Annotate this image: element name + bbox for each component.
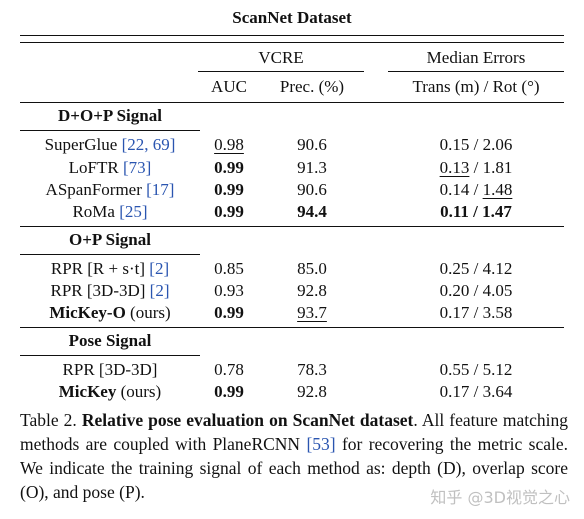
header-median-errors: Median Errors (426, 48, 526, 67)
auc-cell: 0.99 (214, 382, 244, 401)
section-label: O+P Signal (69, 230, 151, 249)
caption-label: Table 2. (20, 410, 77, 430)
auc-cell: 0.99 (214, 180, 244, 199)
col-auc: AUC (211, 77, 247, 96)
section-rule (20, 355, 200, 356)
trans-rot-cell: 0.20 / 4.05 (439, 281, 513, 300)
caption-title: Relative pose evaluation on ScanNet data… (81, 410, 414, 430)
prec-cell: 91.3 (297, 158, 327, 177)
top-rule-2 (20, 42, 564, 43)
trans-rot-cell: 0.13 / 1.81 (439, 158, 513, 177)
auc-cell: 0.85 (214, 259, 244, 278)
trans-rot-cell: 0.14 / 1.48 (439, 180, 513, 199)
caption-citation: [53] (306, 434, 336, 454)
header-vcre: VCRE (258, 48, 304, 67)
method-cell: RoMa [25] (72, 202, 148, 221)
method-cell: MicKey-O (ours) (49, 303, 171, 322)
trans-rot-cell: 0.25 / 4.12 (439, 259, 513, 278)
table-caption: Table 2. Relative pose evaluation on Sca… (20, 410, 569, 502)
section-rule (20, 130, 200, 131)
median-cmidrule (388, 71, 564, 72)
prec-cell: 85.0 (297, 259, 327, 278)
trans-rot-cell: 0.11 / 1.47 (440, 202, 512, 221)
section-label: D+O+P Signal (58, 106, 162, 125)
method-cell: RPR [3D-3D] [2] (50, 281, 170, 300)
method-cell: SuperGlue [22, 69] (44, 135, 176, 154)
col-prec: Prec. (%) (279, 77, 345, 96)
prec-cell: 92.8 (297, 382, 327, 401)
prec-cell: 90.6 (297, 135, 327, 154)
auc-cell: 0.99 (214, 202, 244, 221)
method-cell: ASpanFormer [17] (45, 180, 175, 199)
auc-cell: 0.78 (214, 360, 244, 379)
col-trans-rot: Trans (m) / Rot (°) (412, 77, 540, 96)
section-label: Pose Signal (68, 331, 152, 350)
watermark: 知乎 @3D视觉之心 (430, 488, 570, 507)
method-cell: RPR [3D-3D] (62, 360, 158, 379)
vcre-cmidrule (198, 71, 364, 72)
method-cell: MicKey (ours) (58, 382, 162, 401)
trans-rot-cell: 0.55 / 5.12 (439, 360, 513, 379)
header-bottom-rule (20, 102, 564, 103)
trans-rot-cell: 0.15 / 2.06 (439, 135, 513, 154)
prec-cell: 93.7 (297, 303, 327, 322)
prec-cell: 78.3 (297, 360, 327, 379)
section-divider (20, 226, 564, 227)
prec-cell: 94.4 (297, 202, 327, 221)
method-cell: LoFTR [73] (68, 158, 152, 177)
prec-cell: 90.6 (297, 180, 327, 199)
section-divider (20, 327, 564, 328)
trans-rot-cell: 0.17 / 3.64 (439, 382, 513, 401)
auc-cell: 0.98 (214, 135, 244, 154)
auc-cell: 0.93 (214, 281, 244, 300)
auc-cell: 0.99 (214, 303, 244, 322)
trans-rot-cell: 0.17 / 3.58 (439, 303, 513, 322)
method-cell: RPR [R + s·t] [2] (50, 259, 170, 278)
table-title: ScanNet Dataset (232, 8, 352, 27)
top-rule-1 (20, 35, 564, 36)
section-rule (20, 254, 200, 255)
auc-cell: 0.99 (214, 158, 244, 177)
prec-cell: 92.8 (297, 281, 327, 300)
